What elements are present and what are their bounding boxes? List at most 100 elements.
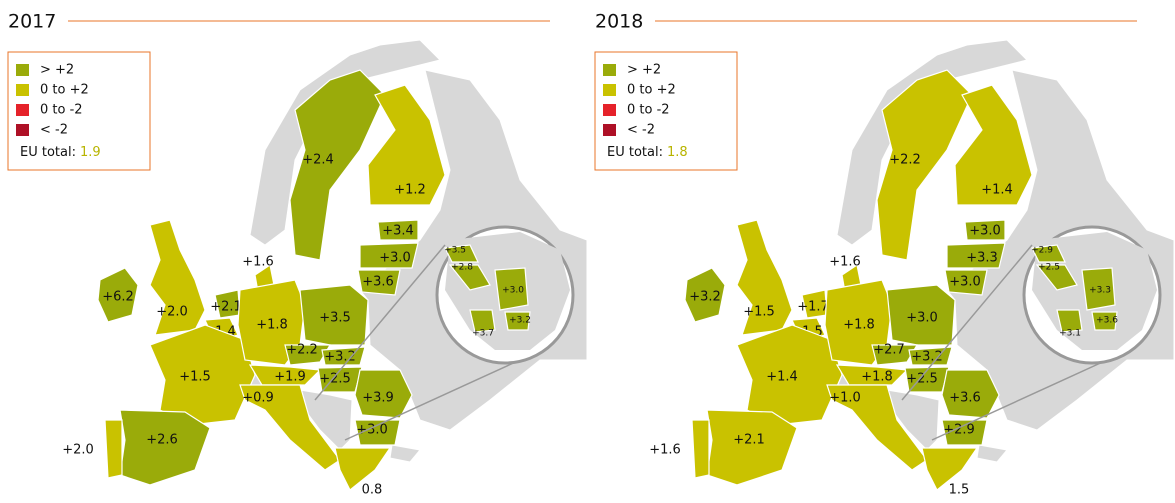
country: [321, 346, 366, 366]
country: [736, 324, 843, 426]
country-label: +3.0: [906, 311, 938, 326]
country-label: +1.4: [766, 370, 798, 385]
country: [377, 219, 419, 241]
country: [684, 267, 726, 323]
country-label: 1.5: [949, 483, 970, 498]
country: [944, 269, 988, 296]
country-label: +1.8: [256, 318, 288, 333]
inset-label: +2.9: [1031, 246, 1053, 256]
country: [946, 242, 1006, 269]
inset-country: [1031, 244, 1066, 263]
country-label: +2.0: [62, 443, 94, 458]
country-label: +1.2: [394, 183, 426, 198]
country-label: +3.2: [689, 290, 721, 305]
country: [941, 419, 988, 446]
panel-title: 2018: [595, 11, 643, 33]
country: [248, 364, 322, 386]
country-label: +2.9: [943, 423, 975, 438]
country: [239, 384, 341, 471]
country: [876, 69, 973, 261]
country: [357, 269, 401, 296]
country: [886, 284, 956, 346]
country-label: +3.3: [966, 251, 998, 266]
legend-label: < -2: [40, 123, 68, 138]
panel-title: 2017: [8, 11, 56, 33]
country-label: +3.5: [319, 311, 351, 326]
country: [908, 346, 953, 366]
country-label: +1.8: [843, 318, 875, 333]
legend-swatch: [16, 64, 29, 76]
inset-label: +3.1: [1059, 329, 1081, 339]
eu-total-value: 1.9: [80, 145, 101, 160]
country-label: +3.6: [362, 275, 394, 290]
country: [871, 344, 919, 366]
inset-country: [1091, 311, 1118, 331]
country-label: +2.2: [889, 153, 921, 168]
country-label: +1.6: [649, 443, 681, 458]
inset-pointer: [344, 359, 521, 441]
map-panel: 2018+3.2+1.5+1.7+1.5+1.6+1.4+1.8+3.0+2.7…: [594, 11, 1175, 498]
country-label: +2.2: [286, 343, 318, 358]
legend-label: > +2: [627, 63, 661, 78]
inset-country: [444, 244, 479, 263]
country-label: +3.9: [362, 391, 394, 406]
legend-label: > +2: [40, 63, 74, 78]
legend-swatch: [16, 84, 29, 96]
inset-label: +2.8: [451, 263, 473, 273]
country-label: 0.8: [362, 483, 383, 498]
inset-country: [494, 267, 529, 311]
country-label: +1.6: [242, 255, 274, 270]
country-label: +2.7: [873, 343, 905, 358]
legend-swatch: [603, 84, 616, 96]
country-label: +2.6: [146, 433, 178, 448]
legend-swatch: [16, 104, 29, 116]
country-label: +1.5: [743, 305, 775, 320]
country: [921, 447, 979, 491]
legend-swatch: [603, 64, 616, 76]
country: [826, 384, 928, 471]
country: [299, 284, 369, 346]
country: [359, 242, 419, 269]
country: [354, 369, 413, 419]
country-label: +1.8: [861, 370, 893, 385]
country-label: +3.0: [379, 251, 411, 266]
inset-label: +3.5: [444, 246, 466, 256]
country: [691, 419, 710, 479]
inset-label: +3.2: [509, 316, 531, 326]
country-label: +3.0: [356, 423, 388, 438]
eu-total-value: 1.8: [667, 145, 688, 160]
legend-box: [7, 51, 151, 171]
inset-country: [504, 311, 531, 331]
legend-label: 0 to +2: [40, 83, 89, 98]
inset-label: +3.0: [502, 286, 524, 296]
country: [97, 267, 139, 323]
inset-country: [1056, 309, 1083, 333]
country-label: +2.5: [319, 372, 351, 387]
country-label: +3.0: [949, 275, 981, 290]
legend-swatch: [603, 104, 616, 116]
country-label: +1.9: [274, 370, 306, 385]
country: [119, 409, 211, 486]
country: [354, 419, 401, 446]
country: [941, 369, 1000, 419]
inset-pointer: [314, 244, 446, 401]
inset-country: [1081, 267, 1116, 311]
country: [367, 84, 446, 206]
country-label: +2.0: [156, 305, 188, 320]
legend-box: [594, 51, 738, 171]
country-label: +2.4: [302, 153, 334, 168]
non-eu-land: [389, 444, 421, 463]
country-label: +2.5: [906, 372, 938, 387]
eu-total-label: EU total:: [20, 145, 76, 160]
country: [835, 364, 909, 386]
inset-country: [448, 264, 491, 291]
inset-country: [469, 309, 496, 333]
country: [104, 419, 123, 479]
legend-label: 0 to -2: [627, 103, 670, 118]
map-panel: 2017+6.2+2.0+2.1+1.4+1.6+1.5+1.8+3.5+2.2…: [7, 11, 588, 498]
country-label: +1.0: [829, 391, 861, 406]
country-label: +3.6: [949, 391, 981, 406]
legend-swatch: [603, 124, 616, 136]
legend-label: 0 to +2: [627, 83, 676, 98]
country: [706, 409, 798, 486]
